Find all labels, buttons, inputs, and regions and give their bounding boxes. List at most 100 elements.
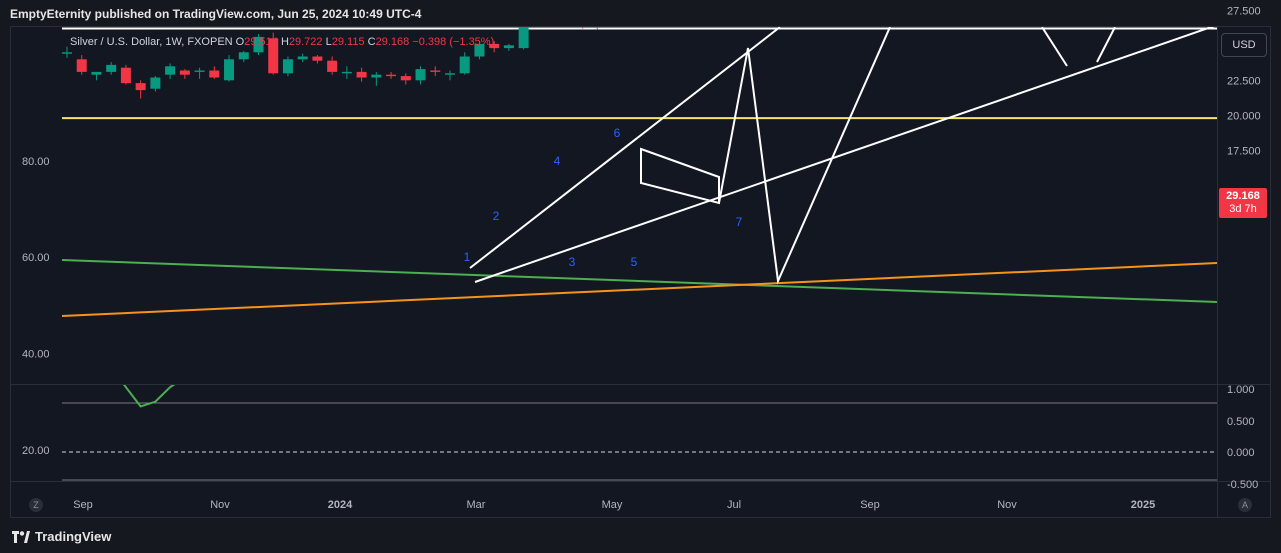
stoch-right-tick: 0.000 xyxy=(1227,447,1255,459)
candle-body xyxy=(356,71,367,78)
candle-body xyxy=(209,70,220,78)
time-tick-label: Nov xyxy=(210,499,230,511)
last-price-badge: 29.168 3d 7h xyxy=(1219,188,1267,218)
price-tick-label: 27.500 xyxy=(1227,5,1261,17)
channel-lower-line xyxy=(474,27,1215,283)
candle-body xyxy=(533,5,543,12)
wave-label: 3 xyxy=(569,255,576,269)
candle-body xyxy=(62,52,72,54)
projection-segment-b xyxy=(1096,27,1116,63)
pennant-shape xyxy=(640,147,720,205)
candle-body xyxy=(592,0,602,26)
currency-button[interactable]: USD xyxy=(1221,33,1267,57)
tradingview-logo-icon xyxy=(12,530,30,543)
candle-body xyxy=(135,83,146,91)
candle-body xyxy=(238,52,249,60)
channel-upper-line xyxy=(469,27,781,269)
last-price: 29.168 xyxy=(1226,190,1260,202)
stoch-right-tick: 1.000 xyxy=(1227,384,1255,396)
stoch-k-line xyxy=(122,385,176,408)
open-label: O xyxy=(235,36,245,48)
candle-body xyxy=(106,64,117,72)
candle-body xyxy=(563,0,573,20)
candle-body xyxy=(165,66,176,75)
price-tick-label: 17.500 xyxy=(1227,145,1261,157)
footer-bar: TradingView xyxy=(0,520,1281,553)
stoch-left-tick: 80.00 xyxy=(22,156,50,168)
low-value: 29.115 xyxy=(331,36,365,48)
time-tick-label: Jul xyxy=(727,499,741,511)
candle-body xyxy=(489,43,500,49)
candle-body xyxy=(327,60,338,72)
candle-body xyxy=(518,27,529,49)
candle-body xyxy=(386,74,397,77)
candle-body xyxy=(194,70,205,72)
symbol-legend: Silver / U.S. Dollar, 1W, FXOPEN O29.514… xyxy=(70,36,494,48)
candle-body xyxy=(253,36,264,53)
tradingview-brand: TradingView xyxy=(35,529,112,544)
time-tick-label: Nov xyxy=(997,499,1017,511)
close-label: C xyxy=(367,36,376,48)
candle-body xyxy=(548,0,558,5)
high-label: H xyxy=(280,36,289,48)
candle-body xyxy=(91,71,102,75)
candle-body xyxy=(312,56,323,61)
stoch-left-tick: 40.00 xyxy=(22,349,50,361)
stoch-left-tick: 20.00 xyxy=(22,445,50,457)
candle-body xyxy=(268,38,279,74)
candle-body xyxy=(179,70,190,75)
price-tick-label: 20.000 xyxy=(1227,110,1261,122)
wave-label: 6 xyxy=(614,126,621,140)
time-tick-label: May xyxy=(602,499,623,511)
time-tick-label: Mar xyxy=(467,499,486,511)
projection-path xyxy=(718,27,891,285)
candle-body xyxy=(297,56,308,60)
wave-label: 5 xyxy=(631,255,638,269)
candle-body xyxy=(76,59,87,72)
candle-body xyxy=(578,20,588,26)
wave-label: 7 xyxy=(736,215,743,229)
bar-countdown: 3d 7h xyxy=(1229,203,1257,215)
wave-label: 2 xyxy=(493,209,500,223)
open-value: 29.514 xyxy=(244,36,278,48)
candle-body xyxy=(607,0,617,2)
orange-trendline xyxy=(61,262,1217,317)
time-tick-label: 2025 xyxy=(1131,499,1155,511)
candle-body xyxy=(503,45,514,49)
time-tick-label: Sep xyxy=(73,499,93,511)
candle-body xyxy=(371,74,382,78)
candle-body xyxy=(474,43,485,57)
stoch-pane xyxy=(62,385,1217,481)
price-tick-label: 22.500 xyxy=(1227,75,1261,87)
candle-body xyxy=(415,69,426,81)
symbol-name: Silver / U.S. Dollar, 1W, FXOPEN xyxy=(70,36,233,48)
publisher-line: EmptyEternity published on TradingView.c… xyxy=(10,7,422,21)
candle-body xyxy=(400,76,411,81)
close-value: 29.168 xyxy=(375,36,410,48)
price-change: −0.398 (−1.35%) xyxy=(412,36,495,48)
tradingview-logo[interactable]: TradingView xyxy=(12,529,111,544)
candle-body xyxy=(341,71,352,74)
main-pane: 1 2 3 4 5 6 7 xyxy=(61,0,1217,317)
stoch-right-tick: -0.500 xyxy=(1227,479,1258,491)
candle-body xyxy=(120,67,131,84)
auto-scale-right-button[interactable]: A xyxy=(1238,498,1252,512)
auto-scale-left-button[interactable]: Z xyxy=(29,498,43,512)
projection-segment-a xyxy=(1041,27,1068,67)
time-tick-label: Sep xyxy=(860,499,880,511)
candle-body xyxy=(224,59,235,81)
candle-body xyxy=(150,77,161,89)
candle-body xyxy=(282,59,293,74)
stoch-right-tick: 0.500 xyxy=(1227,416,1255,428)
stoch-left-tick: 60.00 xyxy=(22,252,50,264)
candle-body xyxy=(459,56,470,74)
chart-panel[interactable] xyxy=(10,26,1271,518)
publish-header: EmptyEternity published on TradingView.c… xyxy=(0,0,1281,26)
low-label: L xyxy=(325,36,332,48)
wave-label: 1 xyxy=(464,250,471,264)
high-value: 29.722 xyxy=(288,36,323,48)
candle-body xyxy=(430,70,441,72)
candle-body xyxy=(444,73,455,75)
wave-label: 4 xyxy=(554,154,561,168)
